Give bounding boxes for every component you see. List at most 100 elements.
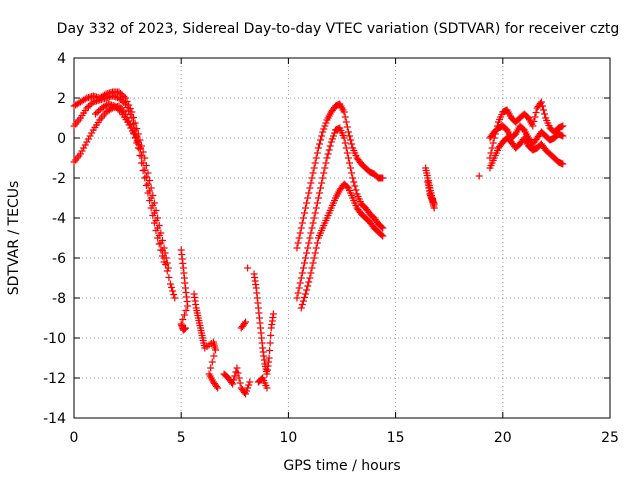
data-point [144,180,152,188]
data-point [136,144,144,152]
data-point [263,384,271,392]
data-point [243,387,251,395]
data-point [343,123,351,131]
data-point [309,219,317,227]
data-point [529,122,537,130]
data-point [131,119,139,127]
data-point [299,297,307,305]
data-point [302,204,310,212]
data-point [266,339,274,347]
y-tick-label: -8 [52,291,66,307]
data-point [141,174,149,182]
data-point [321,164,329,172]
data-point [312,204,320,212]
data-point [341,113,349,121]
data-point [144,169,152,177]
data-point [342,144,350,152]
data-point [341,139,349,147]
y-tick-label: -2 [52,171,66,187]
data-point [166,280,174,288]
data-point [117,90,125,97]
data-point [149,212,157,219]
data-point [233,364,241,372]
data-point [163,259,171,267]
x-tick-label: 5 [177,430,186,446]
data-point [310,254,318,262]
data-point [351,182,359,190]
data-point [340,134,348,142]
data-point [314,144,322,152]
data-point [212,346,220,354]
data-point [171,294,179,302]
data-point [300,259,308,267]
data-point [115,94,123,102]
data-point [537,98,545,106]
data-point [346,132,354,140]
data-point [319,128,327,136]
y-tick-label: -12 [43,371,66,387]
data-point [340,108,348,116]
data-point [245,381,253,389]
data-point [326,142,334,150]
data-point [559,132,567,140]
data-point [139,167,147,174]
data-point [311,209,319,217]
data-point [144,189,152,197]
y-tick-label: -14 [43,411,66,427]
x-axis-label: GPS time / hours [283,458,400,474]
data-point [344,128,352,136]
data-point [242,318,250,326]
series-track-11 [297,180,387,312]
data-point [313,199,321,207]
data-point [321,122,329,130]
data-point [559,160,567,168]
data-point [118,91,126,99]
data-point [322,119,330,127]
data-point [379,232,387,240]
data-point [298,301,306,308]
data-point [78,147,86,155]
data-point [475,172,483,180]
data-point [118,97,126,105]
x-tick-label: 10 [279,430,297,446]
data-point [121,94,129,102]
data-point [303,199,311,207]
data-point [329,132,337,140]
data-point [379,224,387,232]
data-point [230,376,238,384]
data-point [347,136,355,144]
data-point [135,141,143,148]
data-point [139,148,147,156]
y-tick-label: -10 [43,331,66,347]
data-point [180,311,188,319]
data-point [313,149,321,157]
data-point [306,274,314,282]
data-point [308,174,316,182]
data-point [235,374,243,382]
data-point [150,219,158,227]
data-point [115,88,123,96]
data-point [303,286,311,294]
data-point [300,294,308,301]
data-point [83,104,91,112]
data-point [295,234,303,242]
data-point [265,354,273,362]
data-point [81,95,89,103]
data-point [120,99,128,106]
x-tick-label: 25 [601,430,619,446]
data-point [163,267,171,275]
data-point [310,214,318,222]
data-point [123,104,131,111]
data-point [305,189,313,197]
data-point [169,287,177,295]
data-point [242,390,250,398]
data-point [541,110,549,118]
data-point [158,252,166,260]
data-point [81,141,89,149]
data-point [324,150,332,158]
data-point [298,219,306,227]
data-point [155,240,163,248]
data-point [236,379,244,387]
series-track-15 [486,134,567,172]
